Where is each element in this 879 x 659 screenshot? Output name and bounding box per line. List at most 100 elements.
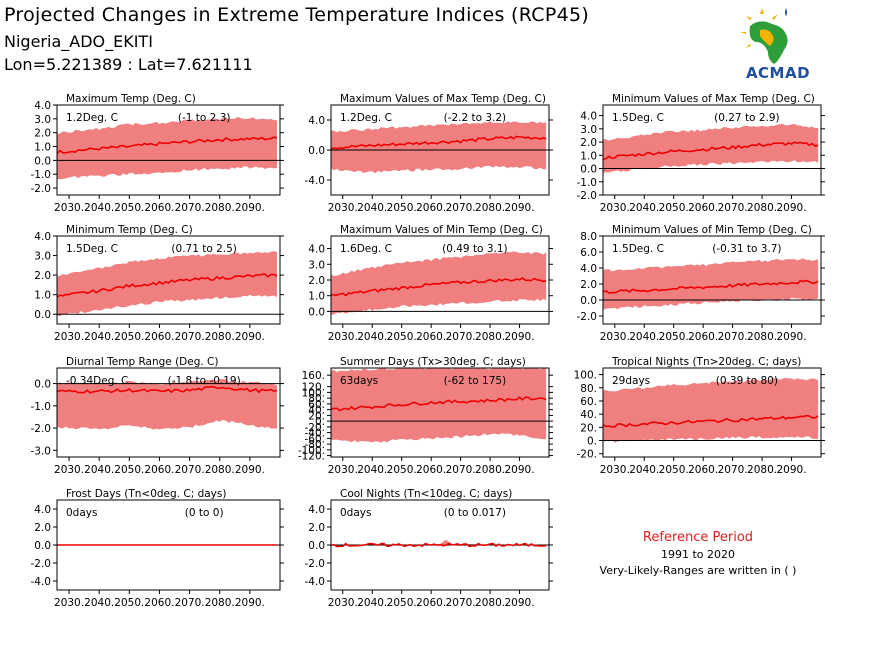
- x-tick-label: 2050.: [659, 464, 689, 476]
- x-tick-label: 2030.: [54, 464, 84, 476]
- range-label: (0.71 to 2.5): [171, 243, 237, 255]
- x-tick-label: 2030.: [328, 597, 358, 609]
- median-line: [602, 279, 819, 294]
- x-tick-label: 2060.: [416, 202, 446, 214]
- y-tick-label: -20.: [305, 422, 326, 434]
- y-tick-label: 4.0: [580, 263, 597, 275]
- y-tick-label: 1.0: [308, 291, 325, 303]
- y-tick-label: 1.0: [34, 142, 51, 154]
- panel-title: Maximum Values of Min Temp (Deg. C): [340, 224, 543, 236]
- x-tick-label: 2040.: [84, 597, 114, 609]
- value-label: 1.5Deg. C: [66, 243, 118, 255]
- value-label: 0days: [66, 507, 97, 519]
- y-tick-label: -1.0: [577, 177, 598, 189]
- x-tick-label: 2060.: [416, 464, 446, 476]
- plot-frame: [602, 367, 822, 458]
- median-line: [602, 414, 819, 428]
- x-tick-label: 2060.: [688, 331, 718, 343]
- x-tick-label: 2080.: [205, 597, 235, 609]
- median-line: [56, 273, 278, 299]
- y-tick-label: -1.0: [31, 169, 52, 181]
- y-tick-label: -120.: [298, 451, 325, 463]
- range-label: (-2.2 to 3.2): [444, 112, 507, 124]
- y-tick-label: 3.0: [34, 114, 51, 126]
- chart-panel: -4.0 -2.0 0.0 2.0 4.0 2030. 2040. 2050. 2060. 207…: [305, 488, 553, 609]
- x-tick-label: 2090.: [505, 202, 535, 214]
- y-tick-label: -1.0: [31, 401, 52, 413]
- x-tick-label: 2030.: [54, 331, 84, 343]
- value-label: 1.2Deg. C: [340, 112, 392, 124]
- x-tick-label: 2060.: [144, 202, 174, 214]
- panel-title: Minimum Values of Max Temp (Deg. C): [612, 93, 815, 105]
- y-tick-label: -80.: [305, 439, 326, 451]
- x-tick-label: 2030.: [600, 202, 630, 214]
- x-tick-label: 2090.: [505, 464, 535, 476]
- range-label: (0 to 0.017): [444, 507, 506, 519]
- x-tick-label: 2070.: [718, 331, 748, 343]
- y-tick-label: 2.0: [34, 522, 51, 534]
- x-tick-label: 2090.: [777, 202, 807, 214]
- range-label: (-62 to 175): [444, 375, 507, 387]
- y-tick-label: 0.0: [308, 540, 325, 552]
- uncertainty-band: [331, 368, 547, 443]
- plot-frame: [56, 104, 281, 196]
- y-tick-label: 4.0: [580, 111, 597, 123]
- x-tick-label: 2040.: [84, 464, 114, 476]
- x-tick-label: 2070.: [718, 464, 748, 476]
- x-tick-label: 2070.: [446, 202, 476, 214]
- y-tick-label: 2.0: [34, 270, 51, 282]
- chart-panel: -4.0 -2.0 0.0 2.0 4.0 2030. 2040. 2050. 2060. 207…: [31, 488, 284, 609]
- chart-panel: -120.-100.-80.-60.-40.-20.0.20.40.60.80.…: [298, 356, 553, 476]
- range-label: (-0.31 to 3.7): [712, 243, 781, 255]
- x-tick-label: 2090.: [505, 597, 535, 609]
- y-tick-label: 120.: [302, 382, 325, 394]
- y-tick-label: 40.: [580, 409, 597, 421]
- chart-panel: -20.0. 20.40.60.80.100. 2030. 2040. 2050. 206…: [574, 356, 825, 476]
- y-tick-label: 0.0: [580, 164, 597, 176]
- range-label: (0 to 0): [185, 507, 224, 519]
- x-tick-label: 2080.: [475, 597, 505, 609]
- y-tick-label: -40.: [305, 428, 326, 440]
- y-tick-label: 4.0: [308, 244, 325, 256]
- plot-frame: [56, 235, 281, 325]
- panel-title: Summer Days (Tx>30deg. C; days): [340, 356, 526, 368]
- x-tick-label: 2040.: [357, 464, 387, 476]
- x-tick-label: 2030.: [54, 597, 84, 609]
- x-tick-label: 2080.: [747, 202, 777, 214]
- x-tick-label: 2060.: [688, 202, 718, 214]
- x-tick-label: 2030.: [328, 202, 358, 214]
- x-tick-label: 2090.: [235, 464, 265, 476]
- page-title: Projected Changes in Extreme Temperature…: [4, 4, 590, 26]
- y-tick-label: -100.: [298, 445, 325, 457]
- plot-frame: [602, 104, 822, 196]
- y-tick-label: -4.0: [31, 576, 52, 588]
- x-tick-label: 2030.: [54, 202, 84, 214]
- x-tick-label: 2060.: [144, 464, 174, 476]
- y-tick-label: -2.0: [577, 190, 598, 202]
- panel-title: Tropical Nights (Tn>20deg. C; days): [611, 356, 801, 368]
- panel-title: Minimum Values of Min Temp (Deg. C): [612, 224, 812, 236]
- y-tick-label: -2.0: [31, 183, 52, 195]
- y-tick-label: -4.0: [305, 175, 326, 187]
- x-tick-label: 2040.: [357, 597, 387, 609]
- value-label: 1.5Deg. C: [612, 112, 664, 124]
- range-label: (0.27 to 2.9): [714, 112, 780, 124]
- y-tick-label: 2.0: [34, 128, 51, 140]
- y-tick-label: 20.: [308, 410, 325, 422]
- y-tick-label: -4.0: [305, 576, 326, 588]
- plot-frame: [330, 367, 550, 458]
- x-tick-label: 2060.: [416, 331, 446, 343]
- x-tick-label: 2090.: [777, 464, 807, 476]
- median-line: [330, 277, 547, 297]
- y-tick-label: 1.0: [580, 150, 597, 162]
- chart-panel: 0.0 1.0 2.0 3.0 4.0 2030. 2040. 2050. 2060. 2070.…: [308, 224, 553, 343]
- y-tick-label: 20.: [580, 422, 597, 434]
- panel-title: Diurnal Temp Range (Deg. C): [66, 356, 218, 368]
- reference-period-years: 1991 to 2020: [660, 548, 736, 561]
- x-tick-label: 2050.: [387, 202, 417, 214]
- panel-title: Frost Days (Tn<0deg. C; days): [66, 488, 226, 500]
- y-tick-label: -2.0: [31, 423, 52, 435]
